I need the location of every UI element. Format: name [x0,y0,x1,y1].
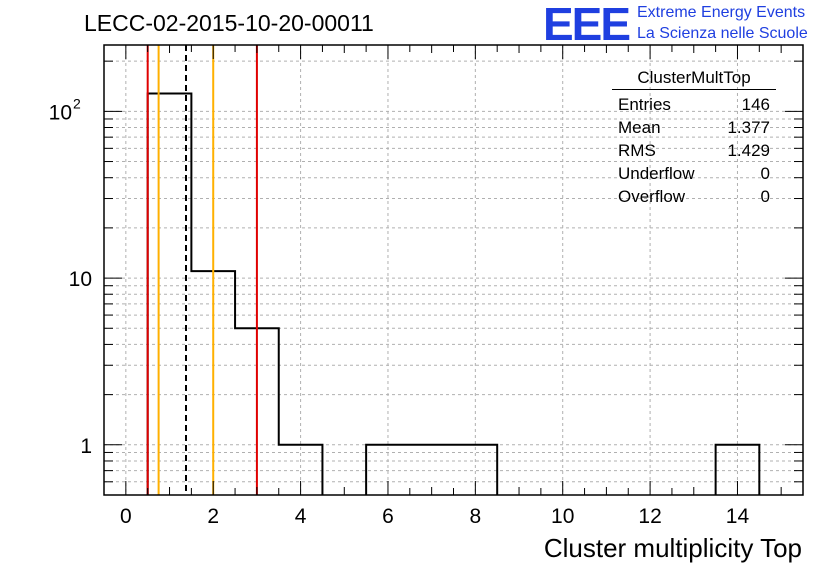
x-tick-label: 2 [207,505,219,528]
histogram-bins [146,92,761,495]
x-tick-label: 0 [120,505,132,528]
x-tick-label: 6 [382,505,394,528]
stats-label: Overflow [618,187,686,206]
stats-label: Entries [618,95,671,114]
stats-value: 1.429 [727,141,770,160]
y-tick-label: 10 [49,101,72,124]
stats-label: Underflow [618,164,695,183]
y-tick-label: 10 [69,268,92,291]
x-tick-label: 14 [726,505,750,528]
stats-row: Entries 146 [612,93,776,116]
logo-line-2: La Scienza nelle Scuole [637,25,808,42]
logo-line-1: Extreme Energy Events [637,4,806,21]
eee-logo: EEE [543,0,631,50]
stats-label: Mean [618,118,661,137]
stats-value: 1.377 [727,118,770,137]
x-tick-label: 10 [551,505,574,528]
histogram-outline [146,92,761,495]
stats-row: RMS 1.429 [612,139,776,162]
stats-label: RMS [618,141,656,160]
x-tick-label: 8 [470,505,482,528]
stats-value: 0 [760,164,770,183]
x-axis-label: Cluster multiplicity Top [543,533,802,563]
chart-title: LECC-02-2015-10-20-00011 [84,10,374,36]
x-tick-labels: 0 2 4 6 8 10 12 14 [120,505,749,528]
x-tick-label: 4 [295,505,307,528]
stats-value: 146 [741,95,770,114]
stats-name: ClusterMultTop [612,68,776,90]
stats-row: Underflow 0 [612,162,776,185]
x-tick-label: 12 [638,505,661,528]
stats-value: 0 [760,187,770,206]
y-tick-exponent: 2 [73,95,81,111]
y-tick-label: 1 [80,435,92,458]
marker-lines [146,45,258,495]
stats-box: ClusterMultTop Entries 146 Mean 1.377 RM… [612,68,776,208]
axis-ticks [104,45,803,496]
stats-row: Overflow 0 [612,185,776,208]
stats-row: Mean 1.377 [612,116,776,139]
